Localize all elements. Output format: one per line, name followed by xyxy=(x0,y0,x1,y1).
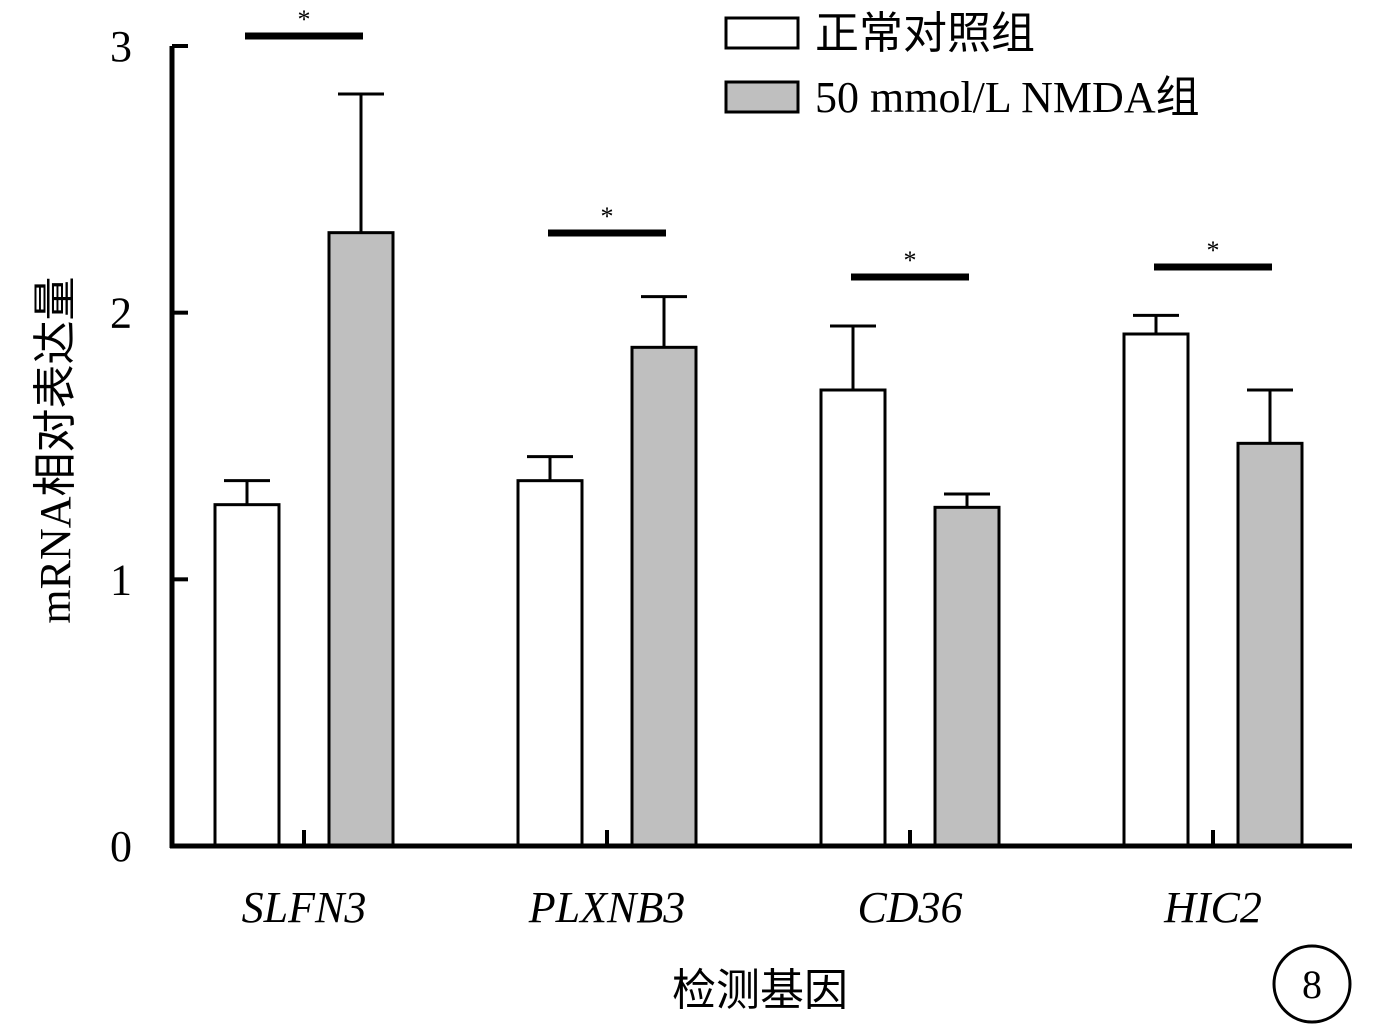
bar-slfn3-control xyxy=(213,503,281,848)
legend-label-nmda: 50 mmol/L NMDA组 xyxy=(815,73,1200,122)
bar-cd36-control xyxy=(819,388,887,848)
significance-star-cd36: * xyxy=(904,246,917,275)
bar-hic2-control xyxy=(1122,332,1190,848)
bar-cd36-nmda xyxy=(933,505,1001,848)
x-tick-label-cd36: CD36 xyxy=(857,883,962,932)
bar-slfn3-nmda xyxy=(327,231,395,848)
panel-label-text: 8 xyxy=(1302,962,1322,1007)
y-tick-label-0: 0 xyxy=(110,822,132,871)
significance-star-slfn3: * xyxy=(298,5,311,34)
significance-star-plxnb3: * xyxy=(601,202,614,231)
legend-label-control: 正常对照组 xyxy=(815,9,1035,58)
bar-hic2-nmda xyxy=(1236,441,1304,848)
y-tick-label-2: 2 xyxy=(110,289,132,338)
x-axis-title: 检测基因 xyxy=(672,966,848,1015)
x-tick-label-hic2: HIC2 xyxy=(1163,883,1262,932)
bars-layer xyxy=(213,231,1304,848)
error-bars-layer xyxy=(224,92,1293,508)
bar-plxnb3-control xyxy=(516,479,584,848)
y-axis-title: mRNA相对表达量 xyxy=(31,276,80,623)
legend: 正常对照组 50 mmol/L NMDA组 xyxy=(724,9,1200,122)
significance-star-hic2: * xyxy=(1207,236,1220,265)
x-tick-label-plxnb3: PLXNB3 xyxy=(528,883,685,932)
x-ticks-layer: SLFN3 PLXNB3 CD36 HIC2 xyxy=(242,830,1262,932)
legend-swatch-control xyxy=(724,16,800,50)
panel-label-circle xyxy=(1272,944,1352,1024)
significance-layer: * * * * xyxy=(245,5,1272,281)
y-tick-label-1: 1 xyxy=(110,555,132,604)
axes-layer xyxy=(169,46,1352,849)
panel-label: 8 xyxy=(1272,944,1352,1024)
y-tick-label-3: 3 xyxy=(110,22,132,71)
y-ticks-layer: 0 1 2 3 xyxy=(110,22,188,871)
legend-swatch-nmda xyxy=(724,80,800,114)
x-tick-label-slfn3: SLFN3 xyxy=(242,883,367,932)
bar-plxnb3-nmda xyxy=(630,345,698,848)
